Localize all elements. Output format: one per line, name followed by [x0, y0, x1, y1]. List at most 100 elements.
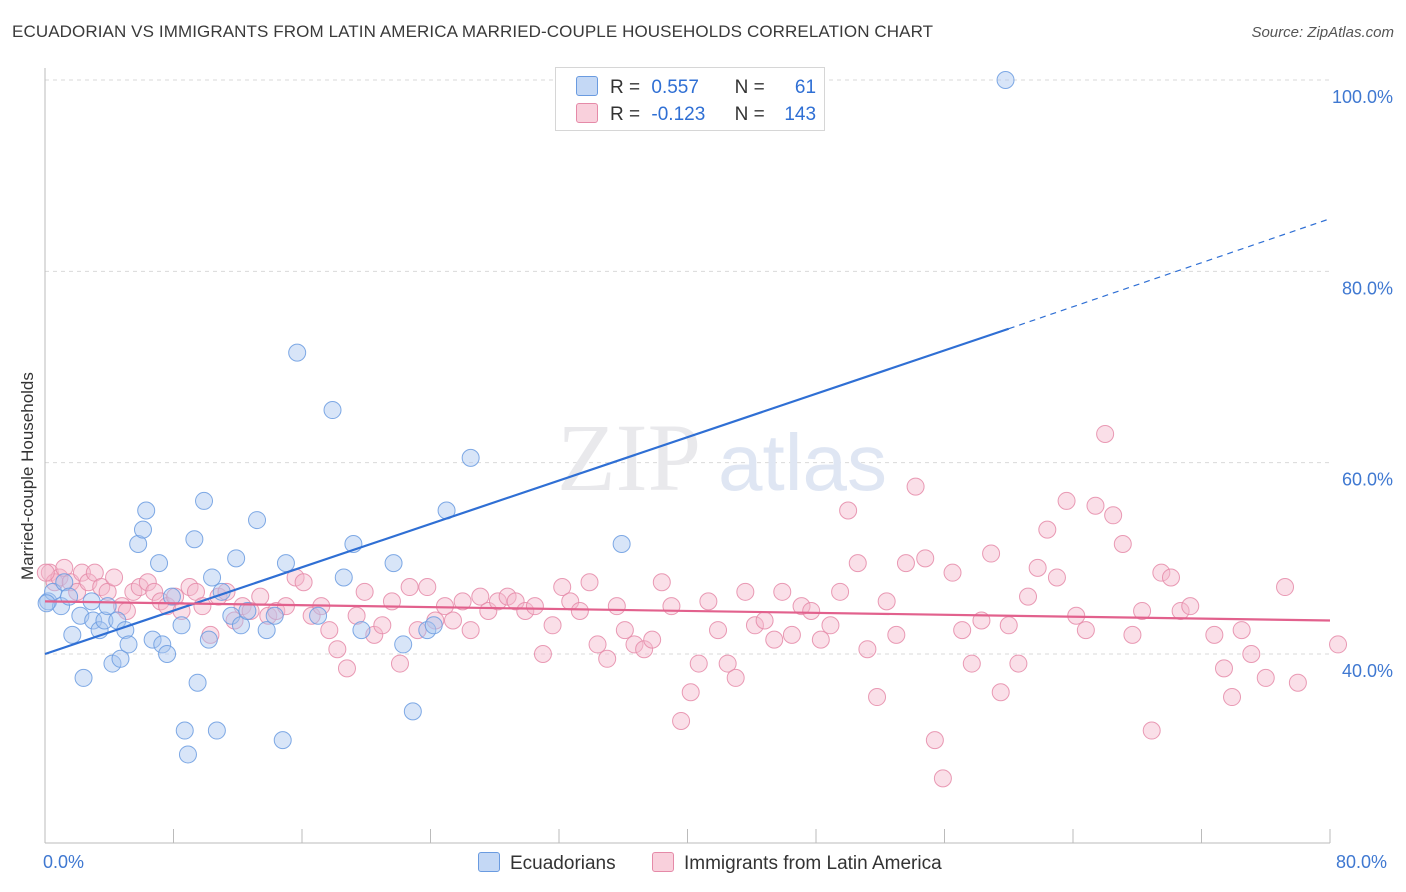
- y-tick-label: 60.0%: [1342, 470, 1393, 490]
- blue-point: [309, 606, 328, 625]
- pink-point: [1276, 578, 1295, 597]
- legend-n-label: N =: [734, 77, 765, 98]
- blue-point: [273, 731, 292, 750]
- blue-point: [276, 554, 295, 573]
- legend-r-value: 0.557: [651, 77, 699, 98]
- pink-point: [916, 549, 935, 568]
- pink-point: [1123, 625, 1142, 644]
- pink-point: [72, 563, 91, 582]
- pink-point: [1096, 424, 1115, 443]
- ecuadorians-trend-line: [44, 327, 1010, 656]
- pink-point: [525, 597, 544, 616]
- pink-point: [570, 601, 589, 620]
- pink-point: [925, 731, 944, 750]
- blue-point: [63, 625, 82, 644]
- y-tick-label: 40.0%: [1342, 661, 1393, 681]
- legend-label: Ecuadorians: [510, 853, 616, 874]
- pink-point: [506, 592, 525, 611]
- pink-point: [953, 621, 972, 640]
- blue-point: [153, 635, 172, 654]
- pink-point: [355, 582, 374, 601]
- blue-point: [195, 491, 214, 510]
- blue-point: [227, 549, 246, 568]
- source-label: Source: ZipAtlas.com: [1251, 24, 1394, 41]
- pink-point: [821, 616, 840, 635]
- pink-point: [887, 625, 906, 644]
- pink-point: [479, 601, 498, 620]
- blue-point: [199, 630, 218, 649]
- legend-row-immigrants: R = -0.123 N = 143: [576, 103, 816, 127]
- pink-point: [145, 582, 164, 601]
- pink-point: [1113, 534, 1132, 553]
- pink-point: [347, 606, 366, 625]
- pink-point: [652, 573, 671, 592]
- legend-item-ecuadorians: Ecuadorians: [478, 852, 616, 875]
- pink-point: [105, 568, 124, 587]
- pink-point: [672, 711, 691, 730]
- pink-point: [553, 578, 572, 597]
- pink-point: [615, 621, 634, 640]
- pink-point: [1256, 668, 1275, 687]
- pink-point: [294, 573, 313, 592]
- legend-swatch-pink: [576, 103, 598, 123]
- pink-point: [689, 654, 708, 673]
- watermark-atlas: atlas: [718, 418, 887, 507]
- pink-point: [1205, 625, 1224, 644]
- blue-point: [188, 673, 207, 692]
- pink-point: [811, 630, 830, 649]
- blue-point: [257, 621, 276, 640]
- legend-row-ecuadorians: R = 0.557 N = 61: [576, 76, 816, 100]
- blue-point: [384, 554, 403, 573]
- blue-point: [150, 554, 169, 573]
- pink-point: [765, 630, 784, 649]
- pink-point: [328, 640, 347, 659]
- blue-point: [334, 568, 353, 587]
- pink-point: [625, 635, 644, 654]
- pink-point: [598, 649, 617, 668]
- legend-item-immigrants: Immigrants from Latin America: [652, 852, 942, 875]
- legend-swatch-pink: [652, 852, 674, 872]
- pink-point: [782, 625, 801, 644]
- legend-r-label: R =: [610, 104, 641, 125]
- blue-point: [352, 621, 371, 640]
- blue-point: [111, 649, 130, 668]
- legend-label: Immigrants from Latin America: [684, 853, 942, 874]
- immigrants-trend-line: [44, 600, 1331, 622]
- legend-n-label: N =: [734, 104, 765, 125]
- pink-point: [1288, 673, 1307, 692]
- pink-point: [868, 688, 887, 707]
- blue-point: [55, 573, 74, 592]
- pink-point: [443, 611, 462, 630]
- pink-point: [736, 582, 755, 601]
- pink-point: [516, 601, 535, 620]
- legend-r-label: R =: [610, 77, 641, 98]
- blue-point: [185, 530, 204, 549]
- chart-title: ECUADORIAN VS IMMIGRANTS FROM LATIN AMER…: [12, 22, 934, 41]
- pink-point: [320, 621, 339, 640]
- pink-point: [1214, 659, 1233, 678]
- pink-point: [1152, 563, 1171, 582]
- legend-r-value: -0.123: [651, 104, 706, 125]
- pink-point: [1057, 491, 1076, 510]
- legend-n-value: 143: [784, 104, 817, 125]
- blue-point: [133, 520, 152, 539]
- blue-point: [119, 635, 138, 654]
- pink-point: [1329, 635, 1348, 654]
- pink-point: [1181, 597, 1200, 616]
- pink-point: [400, 578, 419, 597]
- blue-point: [178, 745, 197, 764]
- blue-series-points: [37, 71, 1015, 764]
- pink-point: [580, 573, 599, 592]
- correlation-legend: R = 0.557 N = 61 R = -0.123 N = 143: [555, 67, 825, 131]
- pink-point: [453, 592, 472, 611]
- blue-point: [203, 568, 222, 587]
- pink-point: [302, 606, 321, 625]
- blue-point: [143, 630, 162, 649]
- pink-point: [848, 554, 867, 573]
- pink-point: [858, 640, 877, 659]
- pink-point: [1104, 506, 1123, 525]
- ecuadorians-trend-extension: [1008, 218, 1331, 330]
- blue-point: [137, 501, 156, 520]
- pink-point: [726, 668, 745, 687]
- pink-point: [943, 563, 962, 582]
